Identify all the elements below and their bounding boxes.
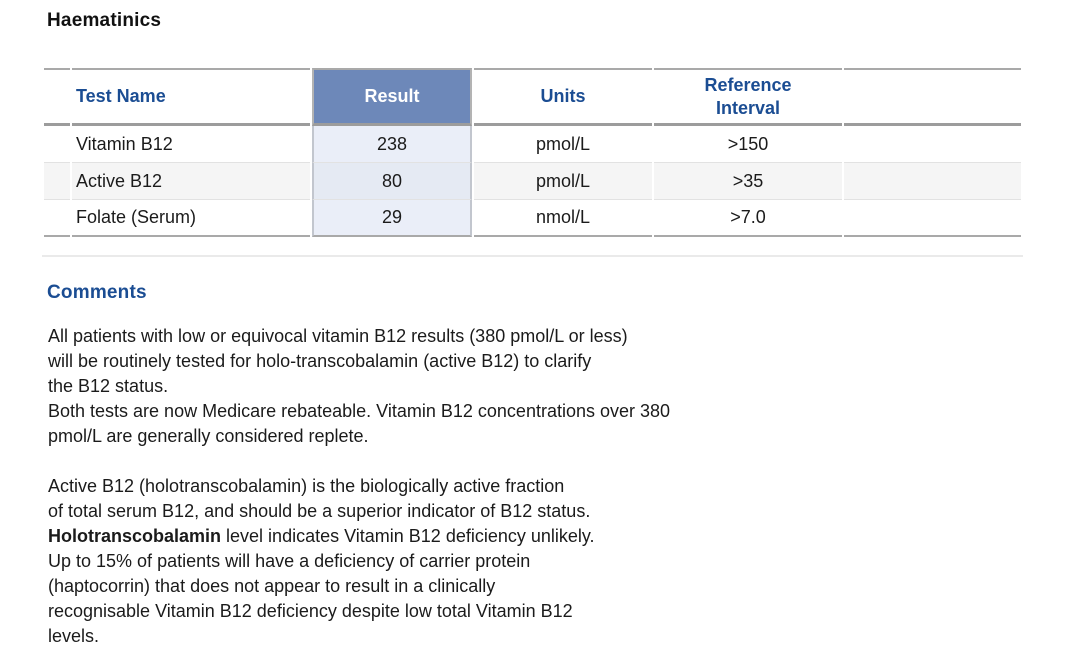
comment-paragraph-2-lead: Active B12 (holotranscobalamin) is the b…: [48, 476, 591, 521]
spacer-cell: [844, 163, 1021, 200]
spacer-cell: [44, 163, 70, 200]
result-cell: 238: [312, 126, 472, 163]
spacer-cell: [44, 200, 70, 237]
reference-interval-cell: >150: [654, 126, 842, 163]
comment-paragraph-2-bold-term: Holotranscobalamin: [48, 526, 222, 546]
comments-heading: Comments: [47, 282, 147, 303]
test-name-cell: Vitamin B12: [72, 126, 310, 163]
test-name-cell: Folate (Serum): [72, 200, 310, 237]
reference-interval-cell: >35: [654, 163, 842, 200]
column-header-reference-interval: Reference Interval: [654, 68, 842, 126]
reference-interval-cell: >7.0: [654, 200, 842, 237]
table-row-folate-serum: Folate (Serum) 29 nmol/L >7.0: [44, 200, 1021, 237]
result-cell: 80: [312, 163, 472, 200]
units-cell: pmol/L: [474, 163, 652, 200]
spacer-cell: [44, 126, 70, 163]
comment-paragraph-1: All patients with low or equivocal vitam…: [48, 326, 671, 446]
table-header-row: Test Name Result Units Reference Interva…: [44, 68, 1021, 126]
units-cell: nmol/L: [474, 200, 652, 237]
section-divider: [42, 255, 1023, 257]
column-header-units: Units: [474, 68, 652, 126]
page-title: Haematinics: [47, 10, 162, 31]
comment-paragraph-2: Active B12 (holotranscobalamin) is the b…: [48, 474, 828, 649]
spacer-cell: [844, 68, 1021, 126]
spacer-cell: [44, 68, 70, 126]
table-row-vitamin-b12: Vitamin B12 238 pmol/L >150: [44, 126, 1021, 163]
result-cell: 29: [312, 200, 472, 237]
column-header-result: Result: [312, 68, 472, 126]
units-cell: pmol/L: [474, 126, 652, 163]
column-header-test-name: Test Name: [72, 68, 310, 126]
reference-interval-label: Reference Interval: [704, 74, 792, 118]
spacer-cell: [844, 126, 1021, 163]
results-table: Test Name Result Units Reference Interva…: [42, 68, 1023, 237]
spacer-cell: [844, 200, 1021, 237]
comment-paragraph-2-rest: level indicates Vitamin B12 deficiency u…: [48, 526, 595, 646]
table-row-active-b12: Active B12 80 pmol/L >35: [44, 163, 1021, 200]
test-name-cell: Active B12: [72, 163, 310, 200]
